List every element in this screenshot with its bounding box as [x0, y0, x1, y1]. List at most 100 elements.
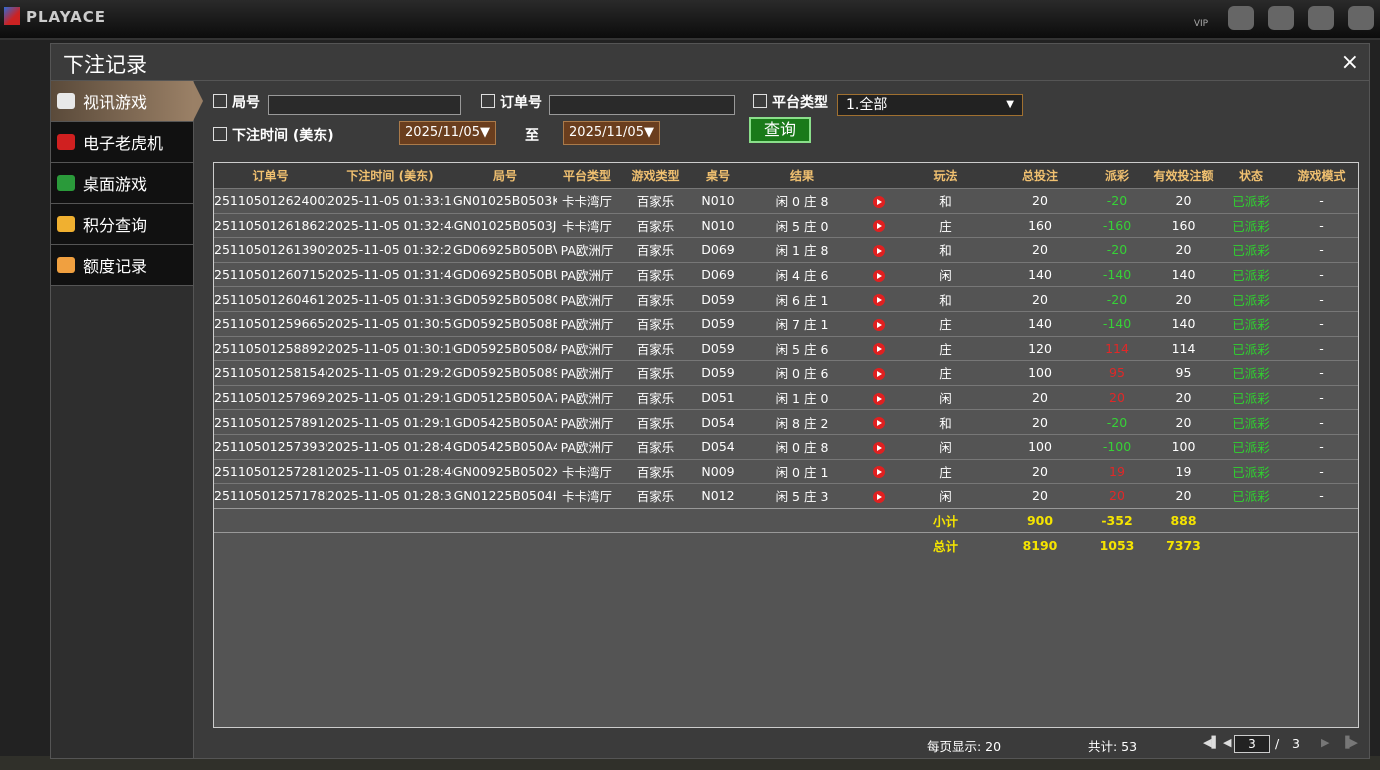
- table-cell: 百家乐: [617, 360, 694, 386]
- table-cell: 闲 1 庄 0: [742, 384, 862, 410]
- video-cell: [862, 409, 895, 435]
- table-cell: -: [1285, 237, 1358, 263]
- table-cell: GD06925B050BV: [453, 237, 557, 263]
- table-cell: 已派彩: [1217, 310, 1285, 337]
- first-page[interactable]: ◀▌: [1203, 736, 1220, 749]
- page-input[interactable]: 3: [1234, 735, 1270, 753]
- sidebar-item[interactable]: 电子老虎机: [51, 122, 193, 163]
- table-cell: -: [1285, 188, 1358, 214]
- video-icon[interactable]: [872, 195, 885, 208]
- video-icon[interactable]: [872, 294, 885, 307]
- chat-icon[interactable]: [1228, 6, 1254, 30]
- header-row: 订单号 下注时间 (美东) 局号 平台类型 游戏类型 桌号 结果 玩法 总投注 派彩 有效投注额 状态…: [214, 163, 1358, 189]
- video-icon[interactable]: [872, 244, 885, 257]
- table-cell: -: [1285, 433, 1358, 460]
- table-row: 251105012578916 2025-11-05 01:29:13 GD0542…: [214, 409, 1358, 435]
- video-icon[interactable]: [872, 318, 885, 331]
- settings-icon[interactable]: [1308, 6, 1334, 30]
- round-input[interactable]: [268, 95, 461, 115]
- table-cell: 20: [1084, 483, 1150, 509]
- table-cell: 2025-11-05 01:28:47: [327, 433, 453, 460]
- table-cell: -: [1285, 261, 1358, 287]
- calendar-icon: [213, 127, 227, 141]
- search-button[interactable]: 查询: [749, 117, 811, 143]
- table-cell: 已派彩: [1217, 433, 1285, 460]
- message-icon[interactable]: [1348, 6, 1374, 30]
- empty-cell: [617, 507, 694, 533]
- video-icon[interactable]: [872, 441, 885, 454]
- next-page[interactable]: ▶: [1321, 736, 1330, 749]
- platform-select[interactable]: 1.全部 ▼: [837, 94, 1023, 116]
- table-cell: 闲 0 庄 1: [742, 458, 862, 484]
- video-icon[interactable]: [872, 490, 885, 503]
- date-from[interactable]: 2025/11/05▼: [399, 121, 496, 145]
- table-cell: GD05425B050A5: [453, 409, 557, 435]
- table-cell: 已派彩: [1217, 384, 1285, 410]
- video-cell: [862, 261, 895, 287]
- table-cell: N010: [694, 188, 742, 214]
- video-icon[interactable]: [872, 367, 885, 380]
- table-cell: 闲 5 庄 0: [742, 212, 862, 238]
- prev-page[interactable]: ◀: [1223, 736, 1232, 749]
- table-cell: 114: [1084, 335, 1150, 361]
- table-cell: 2025-11-05 01:31:31: [327, 286, 453, 312]
- table-cell: 20: [996, 188, 1084, 214]
- video-icon[interactable]: [872, 392, 885, 405]
- video-cell: [862, 286, 895, 312]
- table-cell: 和: [895, 188, 996, 214]
- table-cell: PA欧洲厅: [557, 335, 617, 361]
- table-cell: 庄: [895, 212, 996, 238]
- sidebar-item[interactable]: 积分查询: [51, 204, 193, 245]
- table-cell: 251105012578916: [214, 409, 327, 435]
- close-button[interactable]: ×: [1340, 50, 1359, 75]
- table-cell: 251105012596650: [214, 310, 327, 337]
- table-cell: 闲 5 庄 6: [742, 335, 862, 361]
- video-icon[interactable]: [872, 343, 885, 356]
- video-icon[interactable]: [872, 417, 885, 430]
- table-cell: 百家乐: [617, 433, 694, 460]
- table-cell: 2025-11-05 01:32:21: [327, 237, 453, 263]
- video-icon[interactable]: [872, 220, 885, 233]
- table-cell: -: [1285, 360, 1358, 386]
- last-page[interactable]: ▐▶: [1341, 736, 1358, 749]
- to-label: 至: [525, 128, 539, 144]
- sidebar-icon: [57, 216, 75, 232]
- table-cell: 百家乐: [617, 212, 694, 238]
- table-cell: 已派彩: [1217, 458, 1285, 484]
- table-cell: 卡卡湾厅: [557, 212, 617, 238]
- time-label: 下注时间 (美东): [213, 125, 334, 145]
- table-cell: PA欧洲厅: [557, 237, 617, 263]
- order-input[interactable]: [549, 95, 735, 115]
- column-header: 派彩: [1084, 163, 1150, 189]
- table-cell: 100: [1150, 433, 1217, 460]
- video-icon[interactable]: [872, 466, 885, 479]
- table-cell: 和: [895, 286, 996, 312]
- logo[interactable]: PLAYACE: [4, 7, 106, 26]
- sidebar-item[interactable]: 额度记录: [51, 245, 193, 286]
- table-cell: 百家乐: [617, 384, 694, 410]
- sidebar-item[interactable]: 桌面游戏: [51, 163, 193, 204]
- sidebar-item[interactable]: 视讯游戏: [51, 81, 203, 122]
- table-cell: -140: [1084, 310, 1150, 337]
- table-cell: PA欧洲厅: [557, 433, 617, 460]
- table-cell: 95: [1150, 360, 1217, 386]
- table-cell: D069: [694, 237, 742, 263]
- music-icon[interactable]: [1268, 6, 1294, 30]
- date-to[interactable]: 2025/11/05▼: [563, 121, 660, 145]
- table-cell: 百家乐: [617, 335, 694, 361]
- table-cell: 251105012581546: [214, 360, 327, 386]
- table-cell: 251105012579693: [214, 384, 327, 410]
- table-cell: 百家乐: [617, 286, 694, 312]
- vip-icon[interactable]: VIP: [1193, 19, 1209, 29]
- table-cell: 251105012613909: [214, 237, 327, 263]
- table-cell: PA欧洲厅: [557, 409, 617, 435]
- table-cell: 百家乐: [617, 237, 694, 263]
- label: 平台类型: [772, 95, 828, 111]
- total-value: 7373: [1150, 532, 1217, 557]
- video-icon[interactable]: [872, 269, 885, 282]
- table-cell: GD05425B050A4: [453, 433, 557, 460]
- table-row: 251105012613909 2025-11-05 01:32:21 GD0692…: [214, 237, 1358, 263]
- table-cell: PA欧洲厅: [557, 261, 617, 287]
- empty-cell: [742, 507, 862, 533]
